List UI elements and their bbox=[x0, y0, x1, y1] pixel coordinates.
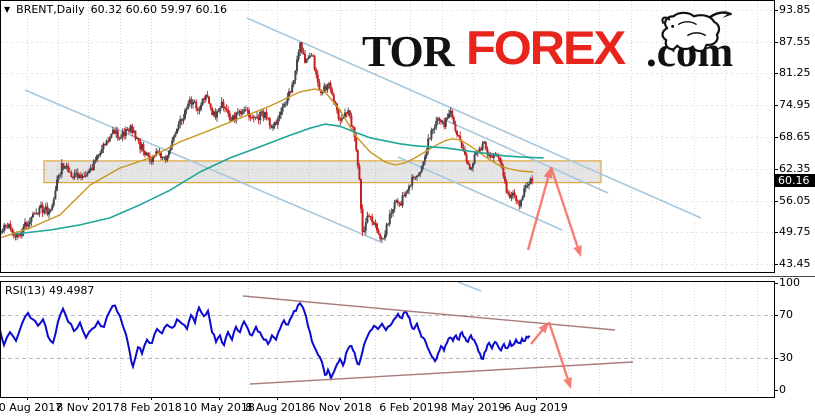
rsi-line bbox=[0, 301, 531, 382]
forecast-arrow-down bbox=[549, 166, 582, 257]
logo-text-tor: TOR bbox=[362, 27, 455, 76]
price-axis-label: 43.45 bbox=[779, 257, 811, 270]
rsi-indicator-label: RSI(13) 49.4987 bbox=[5, 284, 95, 297]
support-zone-band bbox=[43, 160, 602, 184]
price-axis-label: 62.35 bbox=[779, 162, 811, 175]
torforex-logo: TOR FOREX .com bbox=[360, 8, 740, 76]
rsi-arrow-up bbox=[530, 322, 549, 345]
price-axis-label: 81.25 bbox=[779, 66, 811, 79]
bull-icon bbox=[661, 10, 733, 53]
rsi-axis-label: 0 bbox=[779, 383, 786, 396]
chart-header: ▼ BRENT,Daily 60.32 60.60 59.97 60.16 bbox=[4, 3, 227, 16]
date-axis-label: 10 Aug 2017 bbox=[0, 401, 63, 414]
date-axis-label: 8 Nov 2017 bbox=[56, 401, 120, 414]
date-axis-label: 8 Aug 2018 bbox=[245, 401, 309, 414]
ma-slow-line bbox=[14, 123, 544, 235]
date-axis-label: 10 May 2018 bbox=[183, 401, 255, 414]
symbol-timeframe-label: BRENT,Daily bbox=[16, 3, 85, 16]
rsi-axis-label: 70 bbox=[779, 308, 793, 321]
symbol-dropdown-icon[interactable]: ▼ bbox=[4, 5, 11, 14]
price-axis-label: 74.95 bbox=[779, 98, 811, 111]
trend-channel-lines bbox=[24, 17, 702, 292]
current-price-tag: 60.16 bbox=[775, 174, 815, 187]
date-axis-label: 6 Feb 2019 bbox=[379, 401, 441, 414]
date-axis-label: 8 Feb 2018 bbox=[120, 401, 182, 414]
rsi-axis-label: 30 bbox=[779, 351, 793, 364]
rsi-axis-label: 100 bbox=[779, 276, 800, 289]
logo-text-forex: FOREX bbox=[466, 21, 626, 74]
main-panel-border bbox=[0, 0, 775, 273]
price-axis-label: 93.85 bbox=[779, 3, 811, 16]
forecast-arrow-up bbox=[526, 167, 553, 251]
price-axis-label: 49.75 bbox=[779, 225, 811, 238]
rsi-wedge-lines bbox=[242, 295, 634, 385]
rsi-arrow-down bbox=[547, 321, 572, 389]
price-axis-label: 56.05 bbox=[779, 194, 811, 207]
date-axis-label: 8 May 2019 bbox=[440, 401, 506, 414]
price-axis-label: 87.55 bbox=[779, 35, 811, 48]
grid-horizontal bbox=[1, 10, 773, 359]
grid-vertical bbox=[27, 1, 758, 396]
date-axis-label: 6 Aug 2019 bbox=[504, 401, 568, 414]
price-axis-label: 68.65 bbox=[779, 130, 811, 143]
date-axis-label: 6 Nov 2018 bbox=[308, 401, 372, 414]
rsi-panel-border bbox=[0, 281, 775, 398]
ohlc-values: 60.32 60.60 59.97 60.16 bbox=[90, 3, 228, 16]
